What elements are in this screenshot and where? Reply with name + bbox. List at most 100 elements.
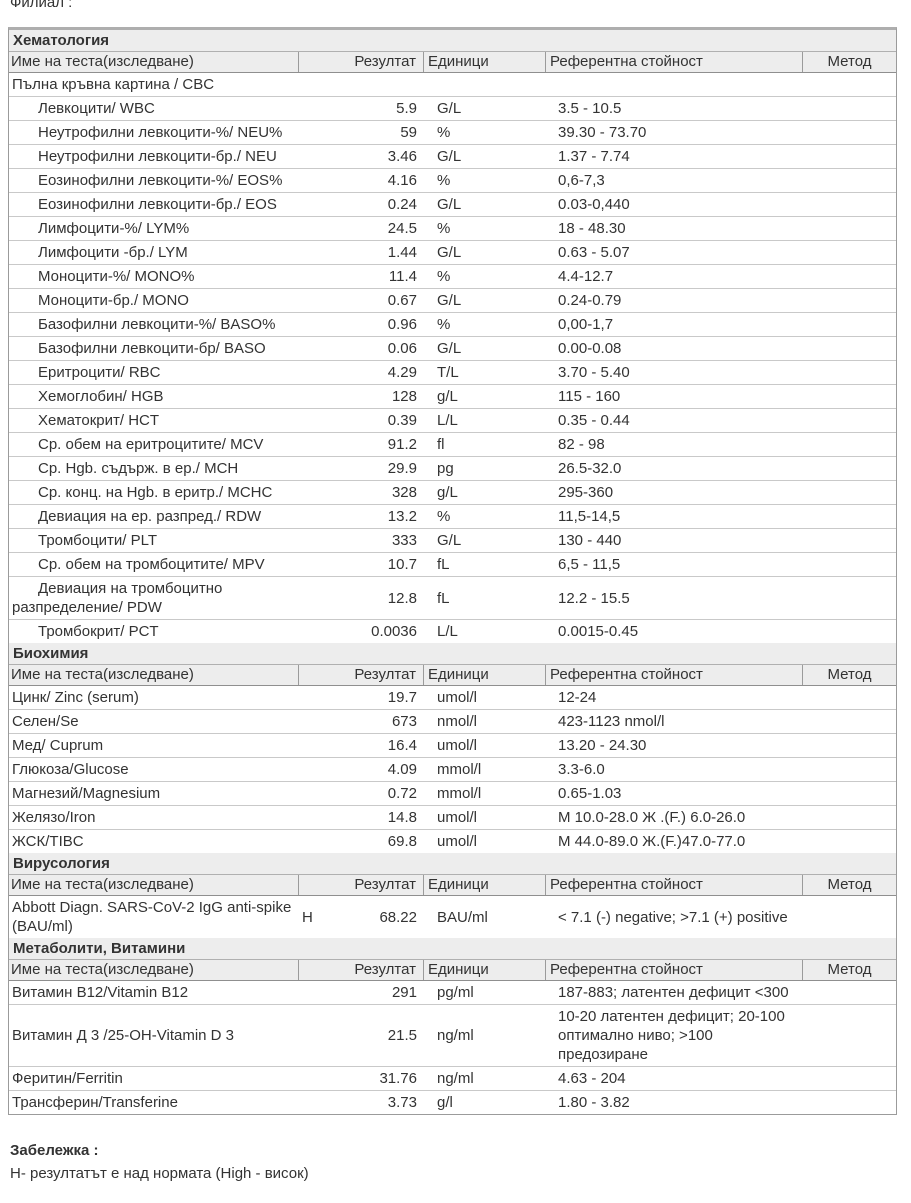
table-row: Глюкоза/Glucose 4.09 mmol/l 3.3-6.0 xyxy=(9,758,896,782)
result-value: 1.44 xyxy=(387,244,417,261)
column-header-result: Резултат xyxy=(299,52,424,72)
method-cell xyxy=(803,337,896,360)
table-row: Магнезий/Magnesium 0.72 mmol/l 0.65-1.03 xyxy=(9,782,896,806)
test-name: Магнезий/Magnesium xyxy=(12,785,161,802)
units-cell: % xyxy=(437,316,451,333)
method-cell xyxy=(803,169,896,192)
test-name: Тромбоцити/ PLT xyxy=(38,532,158,549)
test-name-cell: Трансферин/Transferine xyxy=(9,1091,299,1114)
test-name: Abbott Diagn. SARS-CoV-2 IgG anti-spike … xyxy=(12,899,292,935)
test-name: Витамин Д 3 /25-OH-Vitamin D 3 xyxy=(12,1027,235,1044)
units-cell: % xyxy=(437,124,451,141)
units-cell: pg/ml xyxy=(437,984,474,1001)
result-value: 16.4 xyxy=(387,737,417,754)
result-value: 0.67 xyxy=(387,292,417,309)
table-row: Ср. Hgb. съдърж. в ер./ MCH 29.9 pg 26.5-32… xyxy=(9,457,896,481)
result-cell: 10.7 xyxy=(299,553,424,576)
result-cell: 11.4 xyxy=(299,265,424,288)
reference-value: 1.37 - 7.74 xyxy=(558,148,630,165)
reference-value: 3.5 - 10.5 xyxy=(558,100,622,117)
reference-value: 0.24-0.79 xyxy=(558,292,622,309)
units-cell: G/L xyxy=(437,340,462,357)
reference-value: 18 - 48.30 xyxy=(558,220,626,237)
table-row: Моноцити-%/ MONO% 11.4% 4.4-12.7 xyxy=(9,265,896,289)
table-row: Лимфоцити -бр./ LYM 1.44 G/L 0.63 - 5.07 xyxy=(9,241,896,265)
column-header-units: Единици xyxy=(424,875,546,895)
reference-value: 12-24 xyxy=(558,689,597,706)
result-cell: 29.9 xyxy=(299,457,424,480)
table-row: Витамин В12/Vitamin B12 291 pg/ml 187-883; … xyxy=(9,981,896,1005)
column-header-result: Резултат xyxy=(299,665,424,685)
result-value: 3.46 xyxy=(387,148,417,165)
test-name: Ср. конц. на Hgb. в еритр./ MCHC xyxy=(38,484,273,501)
units-cell: G/L xyxy=(437,100,462,117)
column-header-test-name: Име на теста(изследване) xyxy=(9,665,299,685)
test-name-cell: Abbott Diagn. SARS-CoV-2 IgG anti-spike … xyxy=(9,896,299,938)
test-name: Еозинофилни левкоцити-%/ EOS% xyxy=(38,172,283,189)
result-value: 13.2 xyxy=(387,508,417,525)
units-cell: G/L xyxy=(437,196,462,213)
result-cell: 1.44 xyxy=(299,241,424,264)
reference-cell: 0,6-7,3 xyxy=(546,169,803,192)
section-title: Биохимия xyxy=(9,643,896,665)
units-cell: g/L xyxy=(437,388,458,405)
reference-cell: 423-1123 nmol/l xyxy=(546,710,803,733)
test-name-cell: Ср. конц. на Hgb. в еритр./ MCHC xyxy=(9,481,299,504)
test-name: Неутрофилни левкоцити-бр./ NEU xyxy=(38,148,277,165)
reference-value: 13.20 - 24.30 xyxy=(558,737,647,754)
column-header-units: Единици xyxy=(424,960,546,980)
result-cell: 673 xyxy=(299,710,424,733)
reference-value: 82 - 98 xyxy=(558,436,605,453)
result-cell: 91.2 xyxy=(299,433,424,456)
result-value: 128 xyxy=(391,388,417,405)
result-value: 4.09 xyxy=(387,761,417,778)
reference-value: 0.00-0.08 xyxy=(558,340,622,357)
test-name-cell: Девиация на ер. разпред./ RDW xyxy=(9,505,299,528)
result-cell: 333 xyxy=(299,529,424,552)
result-cell: 59 xyxy=(299,121,424,144)
reference-cell: 0.65-1.03 xyxy=(546,782,803,805)
test-name-cell: Базофилни левкоцити-%/ BASO% xyxy=(9,313,299,336)
test-name: Неутрофилни левкоцити-%/ NEU% xyxy=(38,124,283,141)
table-row: Мед/ Cuprum 16.4 umol/l 13.20 - 24.30 xyxy=(9,734,896,758)
test-name: Селен/Se xyxy=(12,713,79,730)
result-value: 291 xyxy=(391,984,417,1001)
method-cell xyxy=(803,981,896,1004)
result-value: 4.16 xyxy=(387,172,417,189)
test-name-cell: Лимфоцити -бр./ LYM xyxy=(9,241,299,264)
result-value: 12.8 xyxy=(387,589,417,607)
reference-cell: 0.0015-0.45 xyxy=(546,620,803,643)
method-cell xyxy=(803,710,896,733)
test-name-cell: Ср. обем на еритроцитите/ MCV xyxy=(9,433,299,456)
method-cell xyxy=(803,529,896,552)
method-cell xyxy=(803,313,896,336)
reference-value: 0,00-1,7 xyxy=(558,316,614,333)
table-row: Левкоцити/ WBC 5.9 G/L 3.5 - 10.5 xyxy=(9,97,896,121)
method-cell xyxy=(803,217,896,240)
test-name-cell: Глюкоза/Glucose xyxy=(9,758,299,781)
table-row: Тромбоцити/ PLT 333 G/L 130 - 440 xyxy=(9,529,896,553)
table-row: Хематокрит/ HCT 0.39 L/L 0.35 - 0.44 xyxy=(9,409,896,433)
test-name-cell: Феритин/Ferritin xyxy=(9,1067,299,1090)
table-row: Abbott Diagn. SARS-CoV-2 IgG anti-spike … xyxy=(9,896,896,938)
reference-cell: 3.3-6.0 xyxy=(546,758,803,781)
table-row: ЖСК/TIBC 69.8 umol/l М 44.0-89.0 Ж.(F.)47.0… xyxy=(9,830,896,853)
method-cell xyxy=(803,734,896,757)
test-name-cell: ЖСК/TIBC xyxy=(9,830,299,853)
units-cell: G/L xyxy=(437,148,462,165)
method-cell xyxy=(803,481,896,504)
table-row: Ср. конц. на Hgb. в еритр./ MCHC 328 g/L 29… xyxy=(9,481,896,505)
units-cell: BAU/ml xyxy=(437,908,488,926)
units-cell: L/L xyxy=(437,623,458,640)
test-name-cell: Ср. обем на тромбоцитите/ MPV xyxy=(9,553,299,576)
result-cell: 0.39 xyxy=(299,409,424,432)
column-header-reference: Референтна стойност xyxy=(546,52,803,72)
units-cell: % xyxy=(437,220,451,237)
column-header-method: Метод xyxy=(827,876,872,893)
test-name-cell: Лимфоцити-%/ LYM% xyxy=(9,217,299,240)
reference-value: 0.35 - 0.44 xyxy=(558,412,630,429)
result-cell: 0.0036 xyxy=(299,620,424,643)
result-value: 0.96 xyxy=(387,316,417,333)
method-cell xyxy=(803,1067,896,1090)
result-cell: 0.96 xyxy=(299,313,424,336)
